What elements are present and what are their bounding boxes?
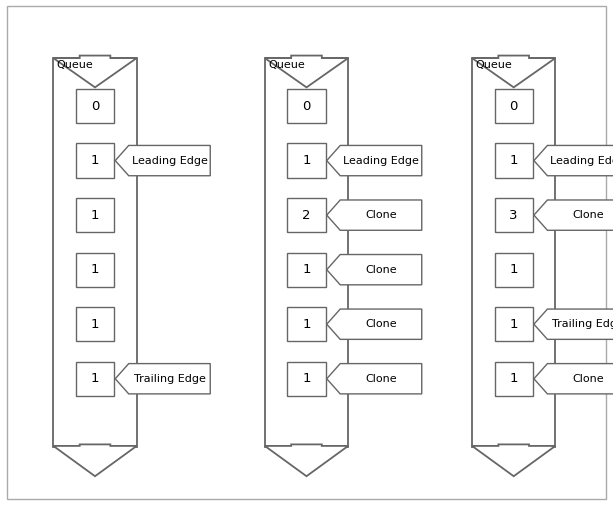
Text: 1: 1	[91, 263, 99, 276]
Polygon shape	[534, 364, 613, 394]
Polygon shape	[115, 145, 210, 176]
Polygon shape	[327, 255, 422, 285]
Text: Leading Edge: Leading Edge	[132, 156, 207, 166]
Text: 1: 1	[91, 209, 99, 222]
Polygon shape	[265, 56, 348, 87]
Text: 0: 0	[509, 99, 518, 113]
Bar	[76, 198, 114, 232]
Bar	[265, 58, 348, 447]
Text: 1: 1	[302, 263, 311, 276]
Text: 0: 0	[91, 99, 99, 113]
Bar	[287, 252, 326, 287]
Text: 0: 0	[302, 99, 311, 113]
Text: 3: 3	[509, 209, 518, 222]
Bar	[287, 143, 326, 178]
Text: 1: 1	[509, 154, 518, 167]
Bar	[495, 89, 533, 123]
Text: Clone: Clone	[365, 265, 397, 275]
Text: 1: 1	[302, 372, 311, 385]
Text: 1: 1	[509, 318, 518, 331]
Text: Clone: Clone	[365, 210, 397, 220]
Polygon shape	[534, 145, 613, 176]
Bar	[495, 143, 533, 178]
Bar	[76, 89, 114, 123]
Text: 1: 1	[91, 154, 99, 167]
Text: 2: 2	[302, 209, 311, 222]
Polygon shape	[327, 145, 422, 176]
Text: 1: 1	[91, 318, 99, 331]
Polygon shape	[327, 309, 422, 339]
Text: 1: 1	[509, 372, 518, 385]
Polygon shape	[53, 56, 137, 87]
Text: Trailing Edge: Trailing Edge	[134, 374, 205, 384]
Text: Queue: Queue	[56, 60, 93, 70]
Bar	[287, 362, 326, 396]
Text: Clone: Clone	[365, 374, 397, 384]
Text: Clone: Clone	[573, 374, 604, 384]
Bar	[495, 307, 533, 341]
Text: Trailing Edge: Trailing Edge	[552, 319, 613, 329]
Text: 1: 1	[302, 318, 311, 331]
Bar	[287, 89, 326, 123]
Polygon shape	[265, 444, 348, 476]
Bar	[76, 362, 114, 396]
Text: Leading Edge: Leading Edge	[343, 156, 419, 166]
Text: Queue: Queue	[475, 60, 512, 70]
Bar	[76, 252, 114, 287]
Text: Clone: Clone	[573, 210, 604, 220]
Text: Queue: Queue	[268, 60, 305, 70]
Polygon shape	[327, 364, 422, 394]
Polygon shape	[327, 200, 422, 230]
Bar	[76, 307, 114, 341]
Bar	[287, 307, 326, 341]
Polygon shape	[472, 444, 555, 476]
Text: Clone: Clone	[365, 319, 397, 329]
Bar	[76, 143, 114, 178]
Bar	[53, 58, 137, 447]
Text: 1: 1	[509, 263, 518, 276]
Text: 1: 1	[91, 372, 99, 385]
Bar	[495, 362, 533, 396]
Bar	[287, 198, 326, 232]
Text: 1: 1	[302, 154, 311, 167]
Polygon shape	[534, 309, 613, 339]
Bar	[495, 252, 533, 287]
Polygon shape	[472, 56, 555, 87]
Polygon shape	[53, 444, 137, 476]
Polygon shape	[115, 364, 210, 394]
Bar	[495, 198, 533, 232]
Text: Leading Edge: Leading Edge	[550, 156, 613, 166]
Polygon shape	[534, 200, 613, 230]
Bar	[472, 58, 555, 447]
